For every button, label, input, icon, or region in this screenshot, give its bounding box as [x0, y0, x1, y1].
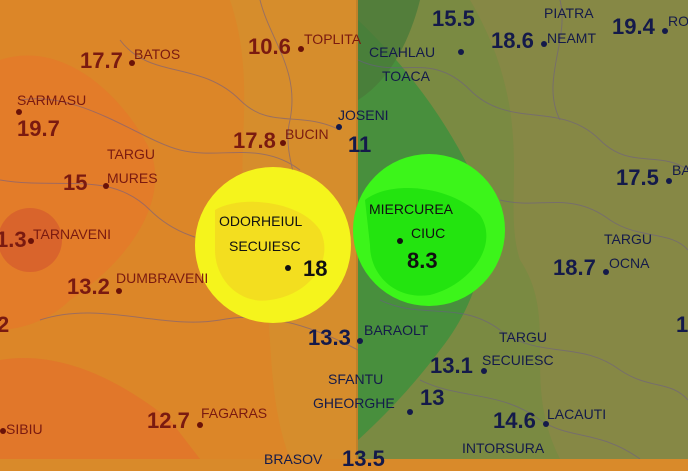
weather-map [0, 0, 688, 459]
highlight-odorheiul-inner [215, 201, 325, 301]
warm-hot-zone-south [0, 358, 200, 459]
cool-olive-east [470, 0, 688, 459]
green-zone-north [358, 0, 420, 100]
highlight-miercurea-inner [365, 188, 487, 296]
red-hotspot [0, 208, 62, 272]
boundaries [0, 0, 688, 459]
